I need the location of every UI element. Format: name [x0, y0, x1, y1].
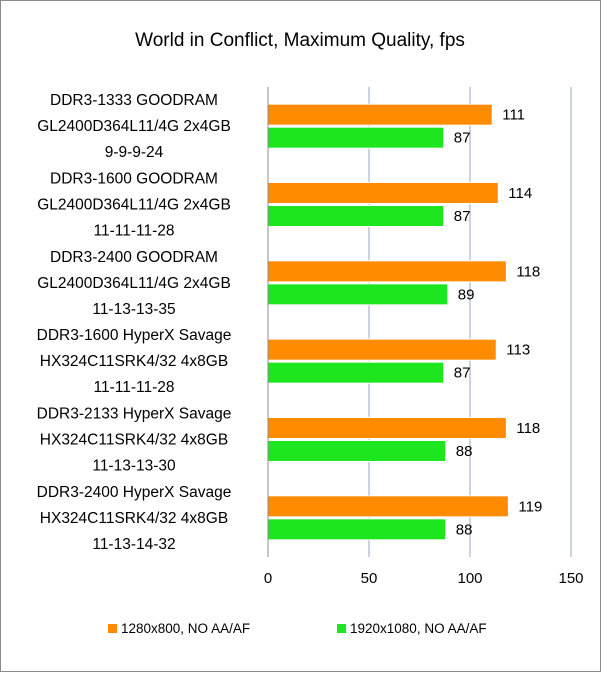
category-label-line: DDR3-2133 HyperX Savage	[37, 406, 232, 423]
data-label: 87	[454, 130, 471, 147]
category-label-line: DDR3-2400 GOODRAM	[50, 249, 218, 266]
bar-orange	[267, 182, 499, 204]
bar-green	[267, 283, 449, 306]
category-label: DDR3-2133 HyperX Savage HX324C11SRK4/32 4…	[37, 406, 232, 475]
data-label: 114	[508, 185, 532, 202]
x-tick-label: 100	[457, 570, 482, 587]
data-label: 111	[502, 107, 525, 124]
category-label-line: HX324C11SRK4/32 4x8GB	[40, 510, 228, 527]
bar-orange	[267, 260, 507, 283]
category-label: DDR3-2400 HyperX Savage HX324C11SRK4/32 4…	[37, 484, 232, 553]
bar-orange	[267, 103, 493, 126]
legend-label: 1920x1080, NO AA/AF	[350, 621, 487, 636]
bar-green	[267, 205, 445, 227]
chart-title: World in Conflict, Maximum Quality, fps	[135, 30, 465, 51]
data-label: 113	[506, 342, 530, 359]
bar-orange	[267, 338, 497, 361]
legend-swatch	[337, 624, 346, 633]
category-label-line: GL2400D364L11/4G 2x4GB	[37, 197, 231, 214]
category-label-line: GL2400D364L11/4G 2x4GB	[37, 275, 231, 292]
category-label-line: GL2400D364L11/4G 2x4GB	[37, 118, 231, 135]
category-label-line: 11-11-11-28	[94, 379, 175, 396]
category-label-line: 11-13-13-35	[92, 301, 175, 318]
category-label: DDR3-1333 GOODRAM GL2400D364L11/4G 2x4GB 9…	[37, 92, 231, 161]
x-tick-label: 0	[264, 570, 272, 587]
x-tick-label: 50	[361, 570, 378, 587]
data-label: 118	[516, 263, 540, 280]
bar-green	[267, 518, 447, 541]
bar-orange	[267, 495, 509, 518]
category-label: DDR3-2400 GOODRAM GL2400D364L11/4G 2x4GB 1…	[37, 249, 231, 318]
category-label-line: DDR3-1600 GOODRAM	[50, 171, 218, 188]
bar-green	[267, 361, 445, 384]
data-label: 87	[454, 208, 471, 225]
category-label: DDR3-1600 HyperX Savage HX324C11SRK4/32 4…	[37, 327, 232, 396]
data-label: 88	[456, 443, 473, 460]
category-label-line: HX324C11SRK4/32 4x8GB	[40, 432, 228, 449]
category-label-line: 11-13-14-32	[92, 536, 175, 553]
category-label-line: 9-9-9-24	[105, 144, 164, 161]
data-label: 88	[456, 521, 473, 538]
category-label-line: DDR3-2400 HyperX Savage	[37, 484, 232, 501]
legend-label: 1280x800, NO AA/AF	[121, 621, 250, 636]
bar-green	[267, 440, 447, 462]
data-label: 89	[458, 286, 475, 303]
category-label-line: HX324C11SRK4/32 4x8GB	[40, 353, 228, 370]
category-label-line: DDR3-1333 GOODRAM	[50, 92, 218, 109]
category-label-line: 11-13-13-30	[92, 458, 176, 475]
data-label: 118	[516, 420, 540, 437]
bar-green	[267, 126, 445, 149]
category-label-line: 11-11-11-28	[94, 223, 175, 240]
category-label-line: DDR3-1600 HyperX Savage	[37, 327, 232, 344]
data-label: 119	[518, 498, 542, 515]
category-label: DDR3-1600 GOODRAM GL2400D364L11/4G 2x4GB 1…	[37, 171, 231, 240]
x-tick-label: 150	[558, 570, 583, 587]
data-label: 87	[454, 365, 471, 382]
bar-orange	[267, 417, 507, 439]
legend-swatch	[108, 624, 117, 633]
